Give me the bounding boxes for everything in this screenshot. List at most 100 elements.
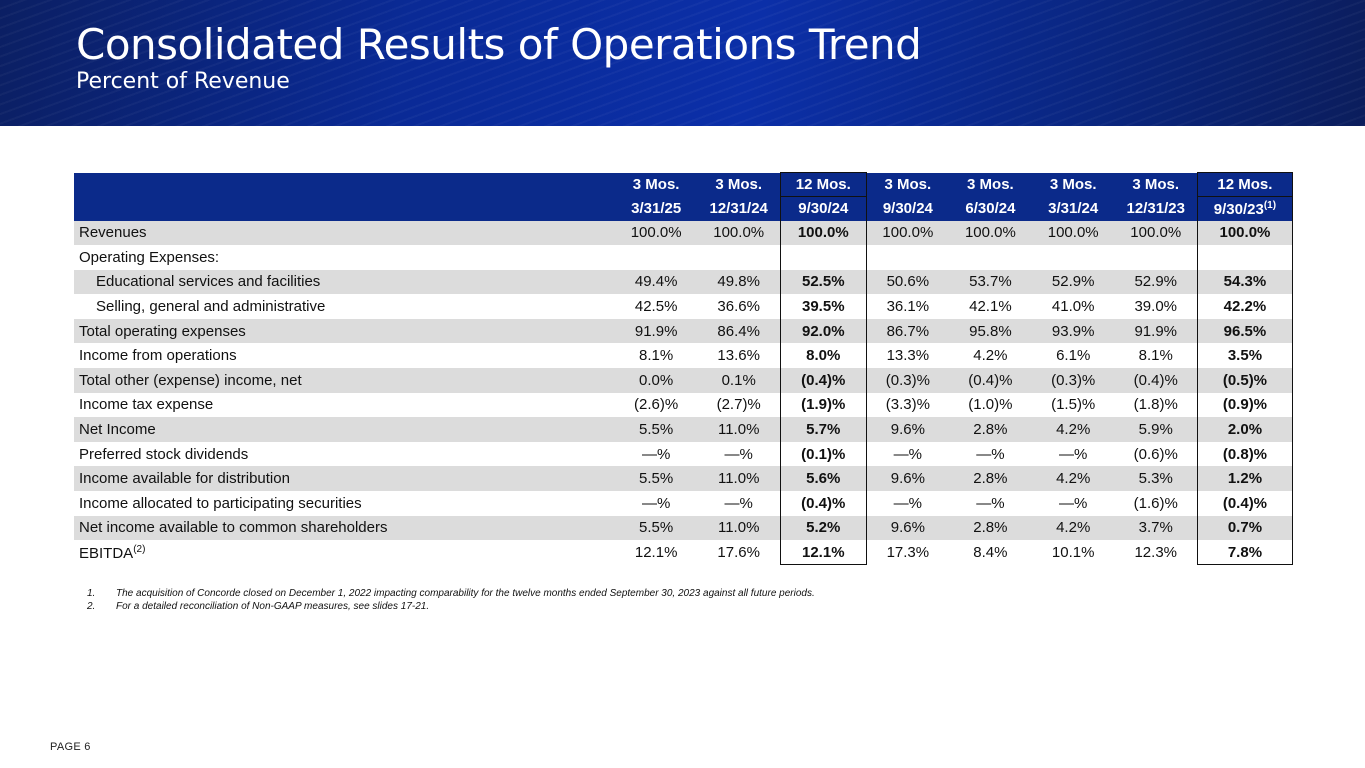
value-cell: (0.4)% xyxy=(779,491,867,516)
value-cell xyxy=(1115,245,1198,270)
value-cell: 10.1% xyxy=(1051,544,1095,562)
header-row-date: 3/31/25 12/31/24 9/30/24 9/30/24 6/30/24 3/31… xyxy=(74,196,1294,221)
value-cell xyxy=(615,245,698,270)
column-date: 9/30/23 xyxy=(1213,200,1264,218)
value-cell: 86.7% xyxy=(866,318,949,344)
column-date: 3/31/24 xyxy=(1048,200,1099,217)
value-cell: (0.4)% xyxy=(1196,491,1294,516)
value-cell: (0.6)% xyxy=(1133,445,1178,463)
value-cell: 11.0% xyxy=(697,515,781,541)
row-label: Preferred stock dividends xyxy=(74,442,615,467)
header-banner: Consolidated Results of Operations Trend… xyxy=(0,0,1365,126)
value-cell: 100.0% xyxy=(949,220,1032,246)
row-label-text: Educational services and facilities xyxy=(96,273,321,291)
value-cell: (0.4)% xyxy=(1114,368,1198,393)
footnote-ref: (2) xyxy=(133,543,146,555)
value-cell: (0.3)% xyxy=(1031,368,1115,393)
value-cell: 0.0% xyxy=(614,368,698,393)
table-row: Income from operations 8.1% 13.6% 8.0% 13.3%… xyxy=(74,343,1294,369)
column-date: 12/31/23 xyxy=(1126,200,1185,217)
column-date: 9/30/24 xyxy=(882,200,933,217)
row-label-text: Income from operations xyxy=(79,347,237,365)
value-cell: 52.5% xyxy=(779,269,867,295)
column-date-header: 3/31/25 xyxy=(615,197,698,221)
footnotes: 1. The acquisition of Concorde closed on… xyxy=(87,587,815,613)
row-label-text: Income tax expense xyxy=(79,396,214,414)
value-cell: 4.2% xyxy=(1031,417,1115,442)
row-label-text: Net Income xyxy=(79,421,156,439)
footnote-number: 1. xyxy=(87,588,96,599)
value-cell xyxy=(779,245,867,270)
value-cell xyxy=(866,245,949,270)
page-subtitle: Percent of Revenue xyxy=(76,69,290,94)
header-blank-cell xyxy=(74,173,615,197)
row-label-text: Selling, general and administrative xyxy=(96,298,326,316)
column-period-header: 12 Mos. xyxy=(1196,172,1294,197)
value-cell: 17.3% xyxy=(886,544,930,562)
value-cell: 5.5% xyxy=(614,466,698,492)
value-cell: 5.3% xyxy=(1114,466,1198,492)
row-label-text: EBITDA xyxy=(79,544,134,562)
value-cell: (2.7)% xyxy=(716,396,761,414)
value-cell: 3.7% xyxy=(1114,515,1198,541)
value-cell: 4.2% xyxy=(973,347,1008,365)
table-row: Income allocated to participating securi… xyxy=(74,491,1294,516)
value-cell: 36.1% xyxy=(886,298,930,316)
table-row: Total operating expenses 91.9% 86.4% 92.0% 8… xyxy=(74,318,1294,344)
value-cell: 36.6% xyxy=(717,298,760,316)
value-cell: —% xyxy=(724,445,753,463)
value-cell: 52.9% xyxy=(1031,269,1115,295)
row-label-text: Total operating expenses xyxy=(79,322,246,340)
value-cell: 8.1% xyxy=(639,347,674,365)
value-cell: —% xyxy=(1059,494,1088,512)
value-cell: 96.5% xyxy=(1196,318,1294,344)
value-cell: 5.5% xyxy=(614,417,698,442)
row-label: Total operating expenses xyxy=(74,318,615,344)
value-cell: (0.1)% xyxy=(779,441,867,467)
value-cell: —% xyxy=(893,445,923,463)
row-label: Income tax expense xyxy=(74,393,615,418)
page-number: PAGE 6 xyxy=(50,741,91,753)
value-cell xyxy=(949,245,1032,270)
value-cell: 5.7% xyxy=(779,417,867,442)
value-cell: —% xyxy=(893,494,923,512)
value-cell: 5.6% xyxy=(779,466,867,492)
value-cell: 42.5% xyxy=(634,298,678,316)
column-date: 3/31/25 xyxy=(631,200,682,217)
page-title: Consolidated Results of Operations Trend xyxy=(76,20,922,69)
column-date-header: 3/31/24 xyxy=(1032,197,1115,221)
value-cell: (0.4)% xyxy=(779,368,867,393)
value-cell: (1.9)% xyxy=(779,392,867,418)
footnote-text: For a detailed reconciliation of Non-GAA… xyxy=(116,601,430,612)
value-cell: 3.5% xyxy=(1196,343,1294,369)
value-cell: 5.2% xyxy=(779,515,867,541)
row-label: Income available for distribution xyxy=(74,466,615,492)
table-row: Operating Expenses: xyxy=(74,245,1294,270)
row-label-text: Net income available to common sharehold… xyxy=(79,519,388,537)
table-row: Educational services and facilities 49.4%… xyxy=(74,269,1294,295)
table-body: Revenues 100.0% 100.0% 100.0% 100.0% 100.0% 10… xyxy=(74,220,1294,566)
column-period-header: 3 Mos. xyxy=(1049,176,1097,193)
value-cell: 39.5% xyxy=(779,294,867,319)
value-cell: 100.0% xyxy=(1031,220,1115,246)
value-cell: 2.8% xyxy=(949,417,1032,442)
value-cell: (1.8)% xyxy=(1133,396,1178,414)
row-label: Selling, general and administrative xyxy=(74,294,615,319)
value-cell: 8.1% xyxy=(1138,347,1173,365)
table-row: Revenues 100.0% 100.0% 100.0% 100.0% 100.0% 10… xyxy=(74,220,1294,246)
value-cell: 4.2% xyxy=(1031,466,1115,492)
value-cell: 9.6% xyxy=(866,515,949,541)
results-table: 3 Mos. 3 Mos. 12 Mos. 3 Mos. 3 Mos. 3 Mos. 3 M… xyxy=(74,172,1294,566)
value-cell: 100.0% xyxy=(614,220,698,246)
value-cell: 9.6% xyxy=(866,466,949,492)
value-cell: 2.0% xyxy=(1196,417,1294,442)
column-date: 6/30/24 xyxy=(965,200,1016,217)
value-cell: 8.4% xyxy=(973,544,1008,562)
value-cell: 52.9% xyxy=(1114,269,1198,295)
footnote-ref: (1) xyxy=(1263,199,1277,211)
value-cell: (1.5)% xyxy=(1051,396,1096,414)
column-date-header: 9/30/24 xyxy=(779,196,867,221)
value-cell: (1.6)% xyxy=(1133,494,1178,512)
value-cell: 12.3% xyxy=(1134,544,1178,562)
row-label-text: Income available for distribution xyxy=(79,470,290,488)
